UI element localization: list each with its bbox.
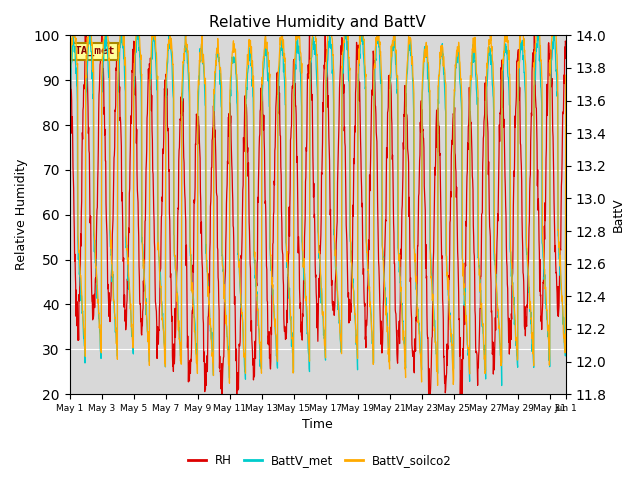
Text: TA_met: TA_met <box>75 46 115 56</box>
Y-axis label: Relative Humidity: Relative Humidity <box>15 159 28 270</box>
Legend: RH, BattV_met, BattV_soilco2: RH, BattV_met, BattV_soilco2 <box>183 449 457 472</box>
X-axis label: Time: Time <box>302 419 333 432</box>
Title: Relative Humidity and BattV: Relative Humidity and BattV <box>209 15 426 30</box>
Y-axis label: BattV: BattV <box>612 197 625 232</box>
